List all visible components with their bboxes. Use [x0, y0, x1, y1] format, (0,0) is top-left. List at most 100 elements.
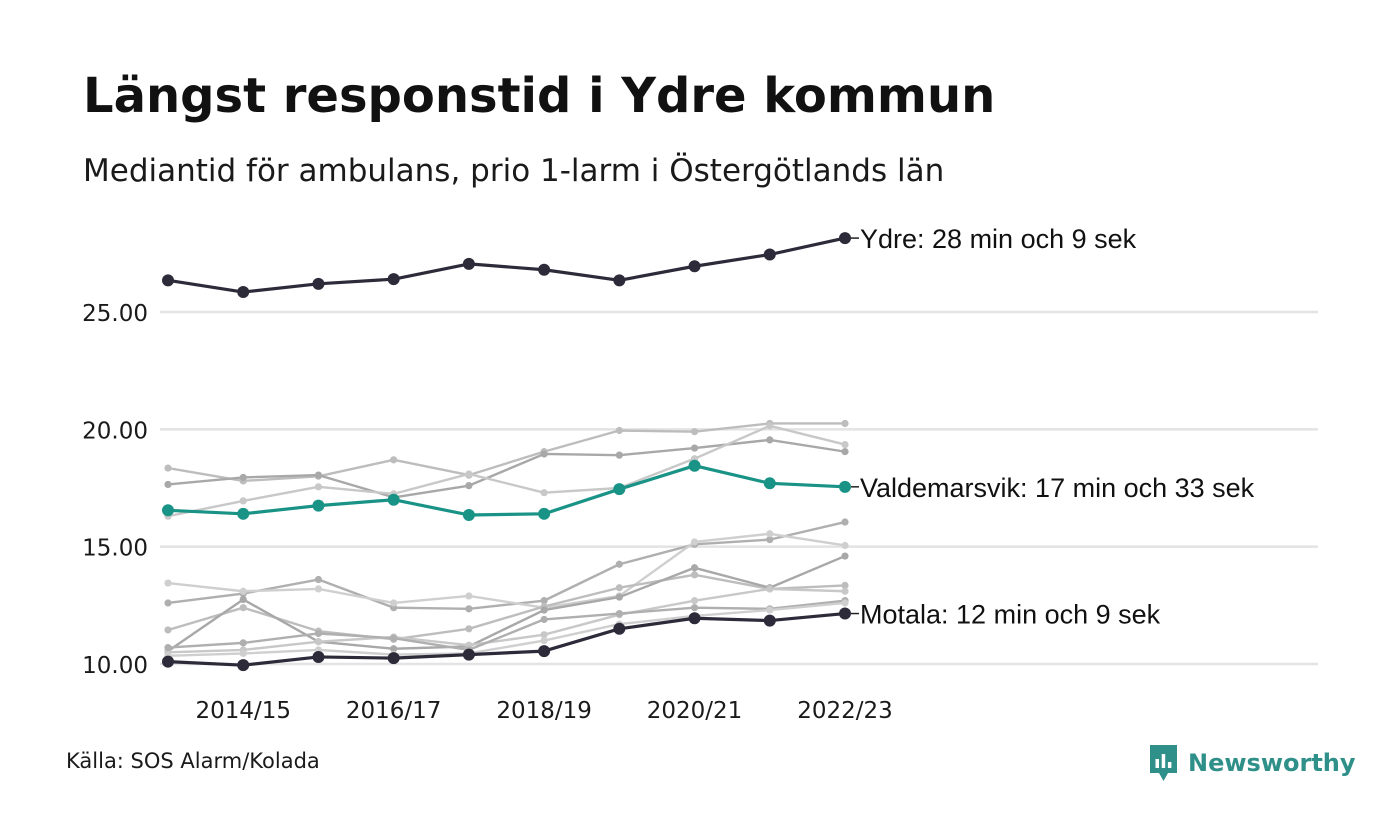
background-series-point: [690, 444, 699, 452]
series-ydre-label: Ydre: 28 min och 9 sek: [860, 224, 1137, 254]
background-series-point: [239, 595, 247, 604]
background-series-point: [766, 530, 774, 538]
brand-logo: Newsworthy: [1148, 743, 1356, 783]
series-ydre-point: [763, 248, 776, 261]
series-valdemarsvik-label: Valdemarsvik: 17 min och 33 sek: [860, 473, 1255, 503]
background-series-point: [841, 448, 849, 456]
background-series-point: [465, 470, 473, 478]
background-series-point: [540, 615, 548, 624]
y-tick-label: 10.00: [82, 653, 148, 679]
series-ydre-point: [387, 273, 400, 286]
y-tick-label: 15.00: [82, 536, 148, 562]
x-tick-label: 2018/19: [496, 698, 592, 724]
chart-subtitle: Mediantid för ambulans, prio 1-larm i Ös…: [83, 153, 945, 189]
background-series-point: [615, 426, 623, 435]
series-motala-point: [538, 645, 551, 658]
background-series-line: [166, 599, 847, 652]
background-series-point: [615, 560, 623, 568]
background-series-point: [615, 609, 623, 618]
background-series-point: [164, 626, 172, 634]
series-valdemarsvik-line: [166, 464, 847, 517]
background-series-point: [239, 649, 247, 658]
series-motala-line: [166, 611, 847, 667]
x-tick-label: 2020/21: [647, 698, 743, 724]
background-series-point: [239, 587, 247, 595]
background-series-line: [166, 587, 847, 654]
background-series-point: [164, 643, 172, 652]
background-series-point: [841, 599, 849, 607]
background-series-line: [166, 532, 847, 609]
series-motala-point: [462, 648, 475, 661]
background-series-point: [690, 597, 699, 605]
background-series-point: [841, 587, 849, 595]
background-series-point: [841, 518, 849, 526]
background-series-point: [766, 585, 774, 593]
series-motala-point: [763, 614, 776, 627]
x-tick-label: 2022/23: [797, 698, 893, 724]
series-motala-point: [688, 612, 701, 625]
brand-name: Newsworthy: [1188, 749, 1356, 777]
series-motala-point: [839, 607, 851, 620]
background-series-line: [166, 424, 847, 518]
background-series-point: [690, 604, 699, 612]
series-ydre-point: [462, 257, 475, 270]
background-series-point: [314, 629, 323, 638]
background-series-point: [615, 584, 623, 592]
background-series-point: [164, 579, 172, 587]
series-valdemarsvik-point: [613, 483, 626, 496]
series-valdemarsvik-point: [387, 493, 400, 506]
background-series-point: [314, 575, 323, 584]
series-valdemarsvik-point: [162, 504, 174, 517]
x-tick-label: 2014/15: [195, 698, 291, 724]
series-ydre-point: [839, 232, 851, 245]
background-series-point: [314, 471, 323, 479]
background-series-point: [540, 631, 548, 639]
background-series-line: [166, 438, 847, 499]
background-series-point: [841, 541, 849, 550]
background-series-point: [841, 440, 849, 449]
series-ydre-point: [312, 277, 325, 290]
background-series-point: [540, 597, 548, 605]
background-series-point: [841, 581, 849, 589]
series-valdemarsvik-point: [688, 459, 701, 472]
background-series-point: [164, 464, 172, 472]
y-tick-label: 25.00: [82, 301, 148, 327]
series-ydre-point: [538, 263, 551, 276]
series-valdemarsvik-point: [763, 477, 776, 490]
series-ydre-point: [613, 274, 626, 287]
background-series-line: [166, 554, 847, 653]
x-tick-label: 2016/17: [346, 698, 442, 724]
source-note: Källa: SOS Alarm/Kolada: [66, 749, 320, 773]
background-series-point: [540, 636, 548, 645]
background-series-point: [239, 497, 247, 505]
background-series-point: [841, 552, 849, 560]
series-motala-point: [613, 622, 626, 635]
background-series-point: [465, 625, 473, 633]
background-series-point: [314, 585, 323, 593]
series-valdemarsvik-point: [462, 508, 475, 521]
series-valdemarsvik-point: [538, 507, 551, 520]
series-motala-point: [237, 659, 250, 672]
background-series-point: [615, 451, 623, 459]
newsworthy-logo-icon: [1150, 745, 1177, 781]
background-series-point: [314, 483, 323, 491]
background-series-point: [390, 645, 398, 653]
series-ydre-point: [237, 286, 250, 299]
series-motala-label: Motala: 12 min och 9 sek: [860, 600, 1161, 630]
background-series-line: [166, 520, 847, 611]
background-series-point: [239, 604, 247, 612]
background-series-point: [540, 606, 548, 614]
background-series-point: [465, 605, 473, 613]
background-series-line: [166, 573, 847, 641]
background-series-point: [164, 599, 172, 607]
series-ydre-line: [166, 236, 847, 294]
background-series-point: [465, 592, 473, 600]
background-series-point: [390, 634, 398, 642]
background-series-point: [390, 599, 398, 607]
background-series-line: [166, 422, 847, 483]
background-series-point: [239, 473, 247, 482]
series-motala-point: [312, 650, 325, 663]
background-series-point: [615, 593, 623, 601]
background-series-point: [314, 638, 323, 646]
background-series-point: [690, 564, 699, 572]
